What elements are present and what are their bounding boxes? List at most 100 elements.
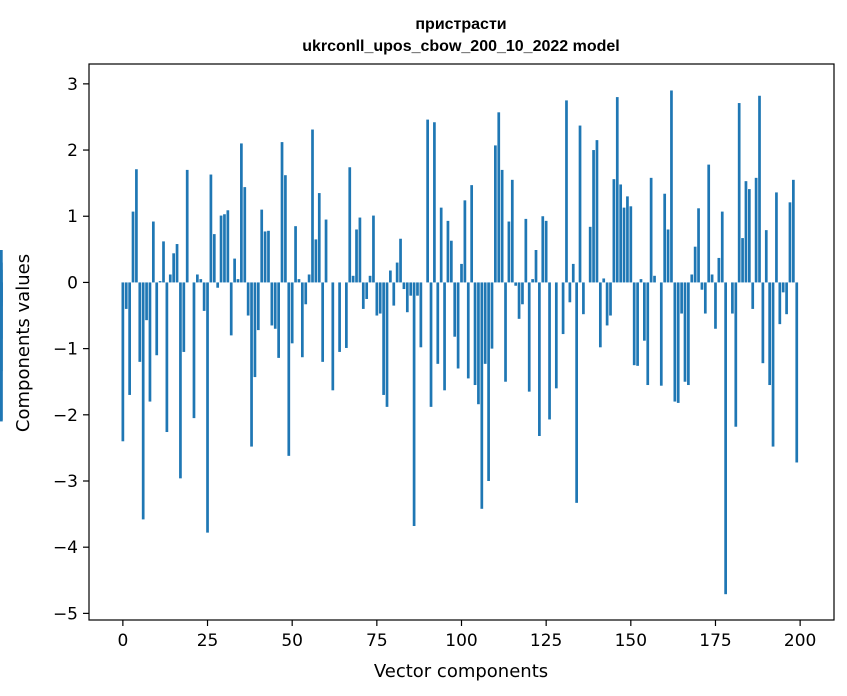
bar [439,207,443,283]
bar [426,119,429,283]
bar [172,253,176,283]
bar [764,230,768,283]
bar [416,282,419,296]
plot-frame [88,63,835,621]
bar [517,282,521,319]
bar [219,215,223,283]
bar [507,221,511,283]
bar [446,220,450,283]
bar [771,282,775,447]
bar [670,90,673,283]
bar [629,206,633,283]
bar [497,112,501,283]
bar [182,282,186,352]
x-tick-label: 0 [117,631,128,651]
bar [700,282,704,290]
bar [646,282,650,386]
bar [632,282,636,366]
bar [361,282,365,309]
bar [165,282,169,433]
bar [554,282,558,389]
bar [429,282,433,407]
bar [351,275,355,283]
bar [209,174,213,283]
bar [619,184,623,283]
bar [253,282,257,378]
bar [372,215,375,283]
chart-title: пристрасти [415,16,506,33]
bar [598,282,602,348]
bar [490,282,494,349]
bar [575,282,578,503]
bar [256,282,260,331]
bar [409,282,413,296]
bar [521,282,524,305]
bar [121,282,125,442]
bar [378,282,382,314]
bar [277,282,280,358]
bar [463,200,467,283]
bar [487,282,490,481]
bar [460,263,463,283]
y-axis-label: Components values [13,254,34,432]
bar [250,282,253,447]
bar [321,282,325,362]
bar [666,229,670,283]
bar [290,282,294,344]
bar [510,179,514,283]
y-tick-label: −5 [53,604,78,624]
bars-group [0,90,799,595]
bar [626,196,629,283]
bar [307,274,311,283]
bar [741,238,744,283]
bar [571,263,575,283]
bar [155,282,159,356]
bar [317,193,321,283]
bar [229,282,233,336]
bar [399,238,402,283]
x-tick-label: 50 [281,631,303,651]
bar [148,282,152,402]
bar [676,282,680,403]
bar [693,246,697,283]
bar [778,282,782,325]
bar [524,218,528,283]
bar [294,226,297,283]
bar [483,282,487,364]
x-tick-label: 100 [445,631,477,651]
bar [534,250,538,283]
bar [473,282,477,386]
bar [433,122,436,283]
bar [185,169,189,283]
bar [747,189,751,283]
bar [781,282,785,293]
bar [168,274,172,283]
bar [588,226,592,283]
bar [690,274,694,283]
bar [304,282,308,305]
bar [246,282,250,316]
bar [565,100,568,283]
y-tick-label: 0 [67,273,78,293]
bar [683,282,687,382]
bar [514,282,518,286]
bar [348,167,352,283]
bar [158,281,162,283]
bar [785,282,788,315]
bar [358,217,362,283]
bar [192,282,196,419]
bar [744,181,748,283]
chart-subtitle: ukrconll_upos_cbow_200_10_2022 model [302,38,619,55]
bar [273,282,277,329]
bar [199,279,203,283]
bar [720,211,724,283]
bar [731,282,734,314]
bar [500,169,504,283]
bar [216,282,220,288]
bar [128,282,131,395]
bar [162,241,165,283]
bar [212,234,216,283]
bar [568,282,572,303]
bar [405,282,409,313]
